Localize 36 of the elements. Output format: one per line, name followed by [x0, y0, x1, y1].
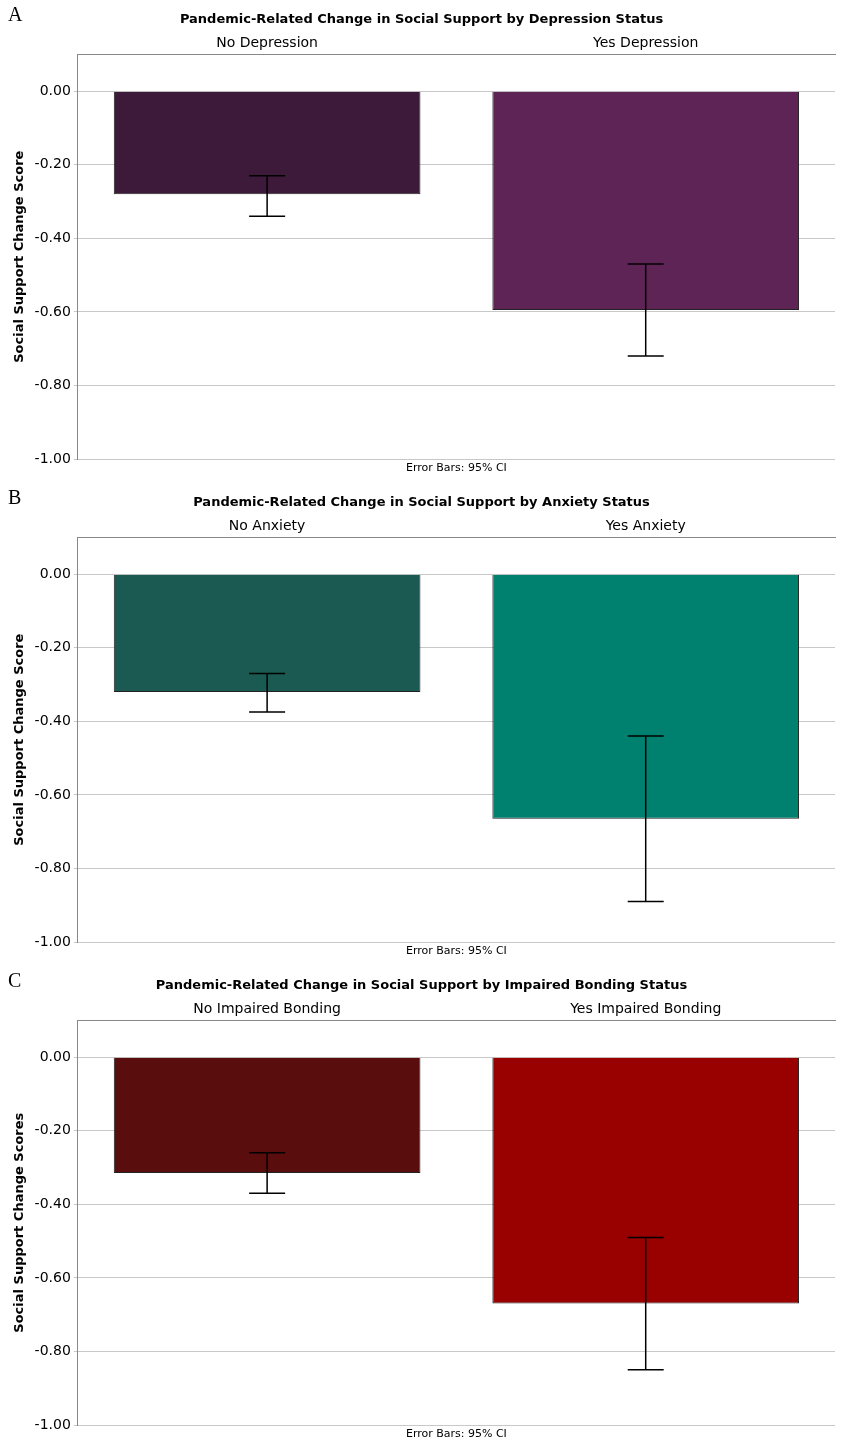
y-tick-label: -0.40 [34, 711, 71, 728]
x-tick-label: No Impaired Bonding [193, 999, 341, 1016]
chart-title: Pandemic-Related Change in Social Support by Anxiety Status [193, 494, 651, 510]
text: C [8, 969, 22, 992]
y-axis-title: Social Support Change Scores [11, 1112, 27, 1333]
y-tick-label: -0.60 [34, 785, 71, 802]
text: Error Bars: 95% CI [405, 1427, 507, 1441]
y-tick-label: -0.80 [34, 1342, 71, 1359]
y-tick-label: -0.40 [34, 228, 71, 245]
chart-title: Pandemic-Related Change in Social Support by Depression Status [179, 11, 664, 27]
x-tick-label: No Depression [216, 33, 318, 50]
y-tick-label: -0.60 [34, 302, 71, 319]
x-tick-label: No Anxiety [228, 516, 306, 533]
y-tick-label: 0.00 [39, 564, 71, 581]
x-tick-label: Yes Depression [592, 33, 699, 50]
text: B [8, 486, 22, 509]
text: Error Bars: 95% CI [405, 461, 507, 475]
y-tick-label: -0.80 [34, 376, 71, 393]
y-tick-label: 0.00 [39, 1047, 71, 1064]
y-tick-label: -0.40 [34, 1194, 71, 1211]
y-tick-label: -1.00 [34, 449, 71, 466]
y-axis-title: Social Support Change Score [11, 150, 27, 363]
x-tick-label: Yes Impaired Bonding [569, 999, 722, 1016]
y-tick-label: -0.20 [34, 1121, 71, 1138]
y-tick-label: -0.20 [34, 638, 71, 655]
y-axis-title: Social Support Change Score [11, 633, 27, 846]
y-tick-label: -1.00 [34, 932, 71, 949]
y-tick-label: -0.80 [34, 859, 71, 876]
x-tick-label: Yes Anxiety [604, 516, 686, 533]
y-tick-label: -1.00 [34, 1415, 71, 1432]
y-tick-label: 0.00 [39, 81, 71, 98]
y-tick-label: -0.20 [34, 155, 71, 172]
chart-title: Pandemic-Related Change in Social Support by Impaired Bonding Status [155, 977, 688, 993]
y-tick-label: -0.60 [34, 1268, 71, 1285]
text: A [8, 3, 23, 26]
text: Error Bars: 95% CI [405, 944, 507, 958]
